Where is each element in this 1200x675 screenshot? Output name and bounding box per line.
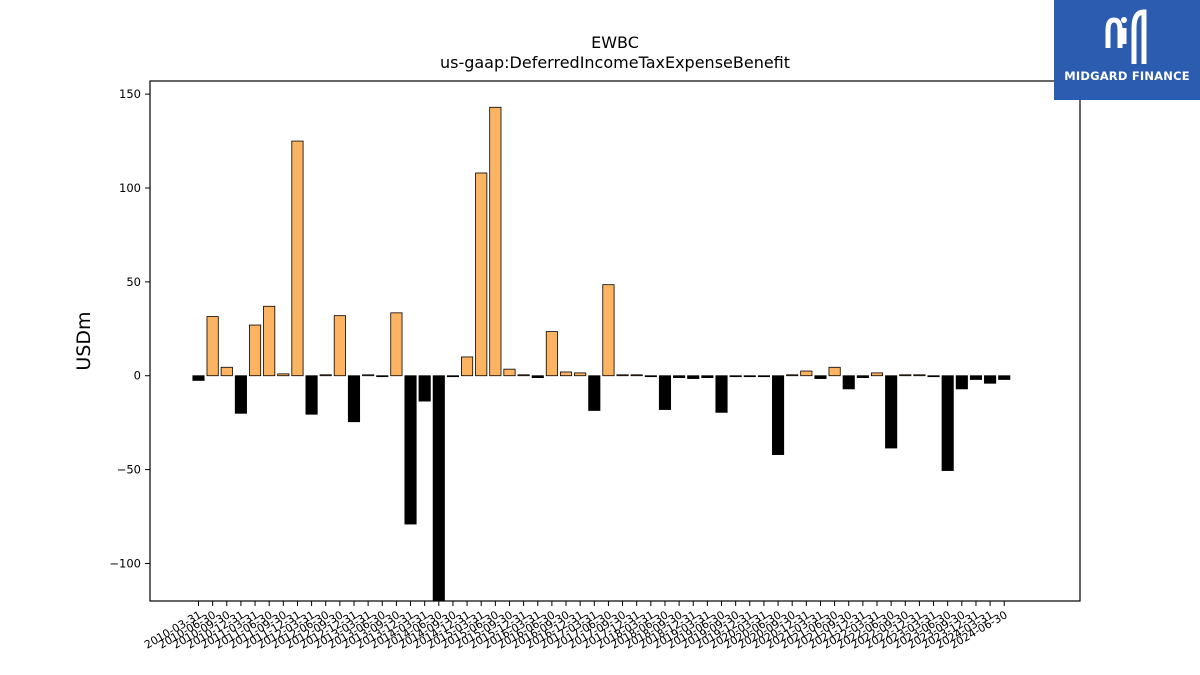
bar-2015-03-31 (475, 172, 488, 377)
bar-2016-09-30 (559, 371, 573, 377)
bars-group (192, 106, 1011, 602)
bar-2019-12-31 (743, 375, 756, 378)
bar-2010-06-30 (206, 316, 219, 377)
bar-2020-03-31 (757, 375, 770, 378)
bar-2023-12-31 (969, 375, 983, 380)
bar-2022-09-30 (899, 374, 912, 377)
bar-2014-06-30 (432, 375, 445, 602)
bar-2017-06-30 (602, 284, 615, 377)
bar-2018-03-31 (644, 375, 657, 378)
y-axis: −100 −50 0 50 100 150 (109, 87, 150, 570)
chart-title: EWBC (591, 33, 639, 52)
bar-2013-03-31 (362, 374, 375, 377)
bar-2010-12-31 (234, 375, 247, 414)
bar-2020-09-30 (786, 374, 799, 377)
y-tick-label: 50 (126, 275, 141, 289)
bar-2010-03-31 (192, 375, 205, 381)
bar-2024-03-31 (984, 375, 997, 384)
y-tick-label: 0 (134, 369, 141, 383)
bar-2010-09-30 (220, 366, 233, 377)
y-tick-label: 150 (119, 87, 141, 101)
bar-2016-03-31 (531, 375, 544, 379)
logo-badge (1054, 0, 1200, 100)
bar-2015-06-30 (489, 106, 502, 377)
bar-2012-06-30 (319, 374, 332, 377)
y-axis-label: USDm (73, 311, 95, 370)
bar-2015-09-30 (503, 368, 516, 377)
bar-2019-09-30 (729, 375, 742, 378)
bar-2019-06-30 (715, 375, 728, 413)
bar-2013-12-31 (404, 375, 417, 525)
bar-2018-09-30 (673, 375, 686, 379)
x-axis: 2010-03-312010-06-302010-09-302010-12-31… (142, 601, 1010, 652)
bar-2016-12-31 (574, 372, 587, 377)
bar-2024-06-30 (998, 375, 1011, 380)
bar-2017-03-31 (588, 375, 601, 411)
bar-2012-03-31 (305, 375, 318, 415)
bar-2023-03-31 (927, 375, 940, 378)
bar-2019-03-31 (701, 375, 714, 379)
midgard-logo-icon (1105, 9, 1147, 64)
plot-frame (149, 80, 1081, 602)
bar-2014-09-30 (446, 375, 459, 378)
bar-2021-09-30 (842, 375, 855, 390)
bar-2023-09-30 (955, 375, 968, 390)
bar-2014-03-31 (418, 375, 431, 402)
bar-2014-12-31 (461, 356, 474, 377)
bar-2021-06-30 (828, 366, 841, 377)
bar-2011-03-31 (248, 324, 262, 377)
bar-2022-06-30 (885, 375, 898, 449)
bar-2013-09-30 (390, 312, 403, 377)
bar-2021-03-31 (814, 375, 827, 379)
bar-2012-09-30 (333, 315, 346, 377)
bar-2011-06-30 (263, 305, 276, 377)
y-tick-label: −50 (117, 463, 141, 477)
bar-2011-09-30 (277, 373, 290, 377)
bar-2017-12-31 (630, 374, 643, 377)
bar-2022-12-31 (913, 374, 926, 377)
logo-text: MIDGARD FINANCE (1064, 69, 1190, 83)
y-tick-label: 100 (119, 181, 141, 195)
bar-2020-06-30 (772, 375, 785, 455)
bar-2021-12-31 (856, 375, 869, 379)
bar-2023-06-30 (941, 375, 954, 471)
chart-subtitle: us-gaap:DeferredIncomeTaxExpenseBenefit (439, 53, 791, 72)
bar-2013-06-30 (376, 375, 389, 378)
bar-2016-06-30 (545, 331, 558, 377)
bar-2018-12-31 (687, 375, 700, 379)
y-tick-label: −100 (109, 556, 141, 570)
bar-2012-12-31 (347, 375, 361, 423)
bar-2020-12-31 (800, 370, 813, 377)
bar-2011-12-31 (291, 140, 304, 377)
bar-2022-03-31 (870, 372, 884, 377)
bar-2018-06-30 (658, 375, 672, 410)
bar-2017-09-30 (616, 374, 629, 377)
bar-2015-12-31 (517, 374, 530, 377)
